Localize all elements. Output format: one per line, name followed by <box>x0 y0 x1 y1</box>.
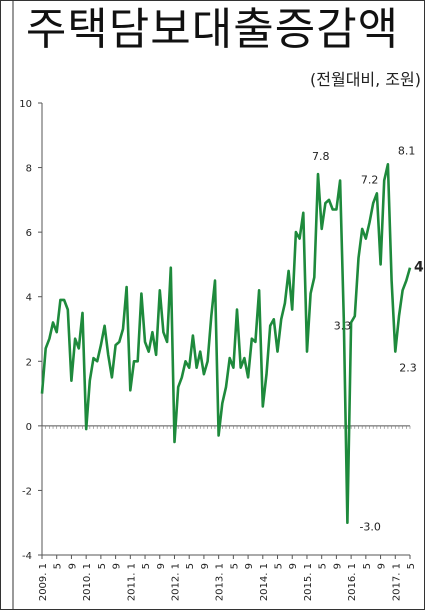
data-label: 8.1 <box>398 144 416 157</box>
y-tick-label: 0 <box>26 422 32 433</box>
x-tick-label: 2012. 1 <box>170 563 181 601</box>
y-tick-label: 8 <box>26 164 32 175</box>
x-tick-label: 2009. 1 <box>38 563 49 601</box>
x-tick-label: 5 <box>274 563 285 569</box>
x-tick-label: 9 <box>377 563 388 569</box>
data-label: 3.3 <box>334 319 352 332</box>
y-tick-label: 10 <box>19 99 32 110</box>
x-tick-label: 9 <box>67 563 78 569</box>
x-tick-label: 5 <box>97 563 108 569</box>
y-tick-label: 2 <box>26 357 32 368</box>
x-tick-label: 9 <box>288 563 299 569</box>
data-label: -3.0 <box>359 521 380 534</box>
x-tick-label: 2011. 1 <box>126 563 137 601</box>
x-tick-label: 5 <box>362 563 373 569</box>
data-label: 2.3 <box>399 362 417 375</box>
x-tick-label: 9 <box>200 563 211 569</box>
chart-subtitle: (전월대비, 조원) <box>310 70 421 89</box>
x-tick-label: 9 <box>156 563 167 569</box>
x-tick-label: 2010. 1 <box>82 563 93 601</box>
data-label: 7.8 <box>312 150 330 163</box>
x-tick-label: 5 <box>141 563 152 569</box>
x-tick-label: 2015. 1 <box>303 563 314 601</box>
y-tick-label: -4 <box>22 551 32 562</box>
x-tick-label: 2013. 1 <box>215 563 226 601</box>
x-tick-label: 9 <box>112 563 123 569</box>
data-label: 7.2 <box>361 173 379 186</box>
x-tick-label: 2017. 1 <box>391 563 402 601</box>
x-tick-label: 2014. 1 <box>259 563 270 601</box>
x-tick-label: 9 <box>244 563 255 569</box>
x-tick-label: 5 <box>406 563 417 569</box>
chart-title: 주택담보대출증감액 <box>25 4 400 55</box>
y-tick-label: -2 <box>22 486 32 497</box>
x-tick-label: 5 <box>229 563 240 569</box>
series-line <box>40 163 412 525</box>
y-tick-label: 4 <box>26 293 32 304</box>
x-tick-label: 5 <box>185 563 196 569</box>
y-tick-label: 6 <box>26 228 32 239</box>
x-tick-label: 2016. 1 <box>347 563 358 601</box>
x-tick-label: 5 <box>53 563 64 569</box>
x-tick-label: 9 <box>332 563 343 569</box>
data-label: 4.9 <box>414 260 425 276</box>
x-tick-label: 5 <box>318 563 329 569</box>
